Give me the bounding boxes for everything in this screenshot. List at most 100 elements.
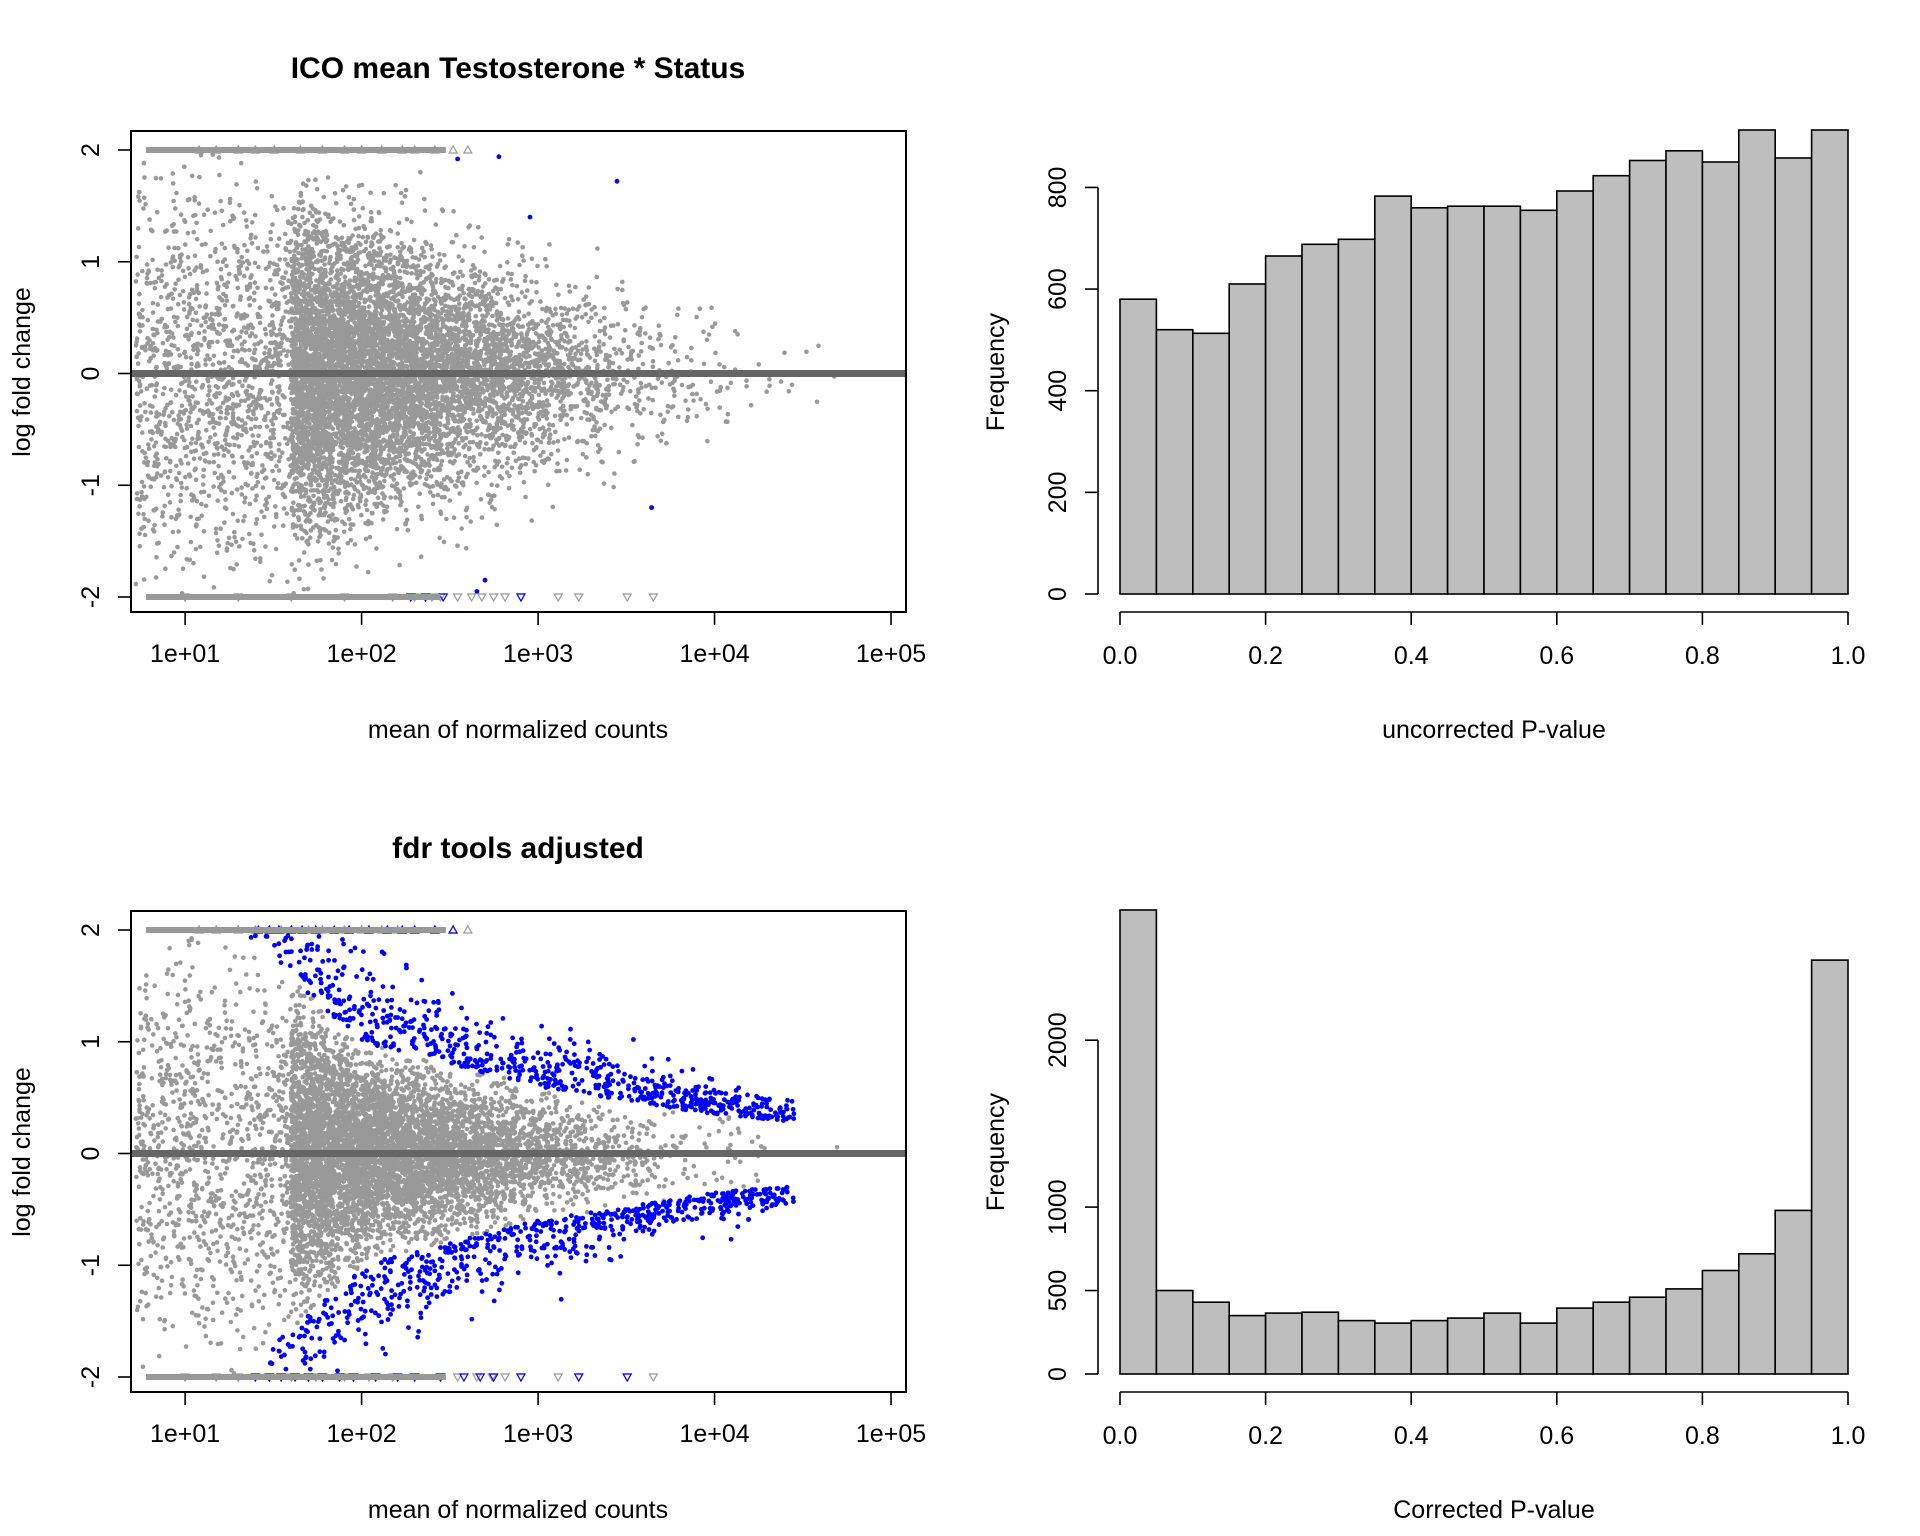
data-point <box>306 178 311 183</box>
data-point <box>378 413 383 418</box>
data-point <box>285 511 290 516</box>
data-point <box>245 266 250 271</box>
data-point <box>137 445 142 450</box>
data-point <box>186 266 191 271</box>
data-point <box>202 574 207 579</box>
data-point <box>202 529 207 534</box>
data-point <box>424 477 429 482</box>
data-point <box>248 502 253 507</box>
data-point <box>171 335 176 340</box>
data-point <box>186 231 191 236</box>
data-point <box>217 543 222 548</box>
data-point <box>553 414 558 419</box>
data-point <box>453 437 458 442</box>
data-point <box>542 433 547 438</box>
data-point <box>219 410 224 415</box>
data-point <box>171 199 176 204</box>
data-point <box>297 558 302 563</box>
data-point <box>394 438 399 443</box>
data-point <box>179 461 184 466</box>
data-point <box>364 240 369 245</box>
data-point <box>659 439 664 444</box>
data-point <box>437 252 442 257</box>
data-point <box>376 275 381 280</box>
data-point <box>166 475 171 480</box>
data-point <box>374 504 379 509</box>
data-point <box>272 524 277 529</box>
data-point <box>208 435 213 440</box>
data-point <box>296 516 301 521</box>
data-point <box>412 238 417 243</box>
data-point <box>598 319 603 324</box>
data-point <box>230 355 235 360</box>
data-point <box>372 259 377 264</box>
data-point <box>270 313 275 318</box>
data-point <box>154 451 159 456</box>
data-point <box>630 423 635 428</box>
data-point <box>173 320 178 325</box>
data-point <box>230 454 235 459</box>
data-point <box>313 177 318 182</box>
data-point <box>782 350 787 355</box>
data-point <box>142 401 147 406</box>
data-point <box>188 474 193 479</box>
data-point <box>211 412 216 417</box>
data-point <box>274 515 279 520</box>
data-point <box>487 406 492 411</box>
data-point <box>548 432 553 437</box>
data-point <box>159 295 164 300</box>
data-point <box>479 432 484 437</box>
data-point <box>456 275 461 280</box>
data-point <box>309 528 314 533</box>
data-point <box>636 330 641 335</box>
data-point <box>254 521 259 526</box>
data-point <box>581 452 586 457</box>
data-point <box>657 324 662 329</box>
data-point <box>194 379 199 384</box>
data-point <box>144 456 149 461</box>
data-point <box>201 482 206 487</box>
data-point <box>150 327 155 332</box>
data-point <box>446 421 451 426</box>
data-point <box>285 580 290 585</box>
data-point <box>203 305 208 310</box>
data-point <box>263 345 268 350</box>
data-point <box>547 362 552 367</box>
data-point <box>660 432 665 437</box>
data-point <box>283 232 288 237</box>
data-point <box>462 244 467 249</box>
data-point <box>258 556 263 561</box>
data-point <box>152 394 157 399</box>
data-point <box>586 472 591 477</box>
data-point <box>221 479 226 484</box>
data-point <box>197 175 202 180</box>
data-point <box>585 348 590 353</box>
data-point <box>587 285 592 290</box>
data-point <box>659 343 664 348</box>
data-point <box>595 363 600 368</box>
data-point <box>467 330 472 335</box>
data-point <box>598 329 603 334</box>
data-point <box>602 316 607 321</box>
data-point <box>227 536 232 541</box>
data-point <box>215 407 220 412</box>
data-point <box>495 291 500 296</box>
data-point <box>474 314 479 319</box>
data-point <box>358 497 363 502</box>
data-point <box>398 459 403 464</box>
data-point <box>473 281 478 286</box>
data-point <box>483 434 488 439</box>
data-point <box>705 439 710 444</box>
data-point <box>278 327 283 332</box>
data-point <box>172 418 177 423</box>
data-point <box>492 465 497 470</box>
data-point <box>235 250 240 255</box>
data-point <box>651 359 656 364</box>
data-point <box>467 418 472 423</box>
data-point <box>246 326 251 331</box>
data-point <box>213 247 218 252</box>
data-point <box>495 483 500 488</box>
data-point <box>617 450 622 455</box>
data-point <box>194 441 199 446</box>
data-point <box>136 194 141 199</box>
